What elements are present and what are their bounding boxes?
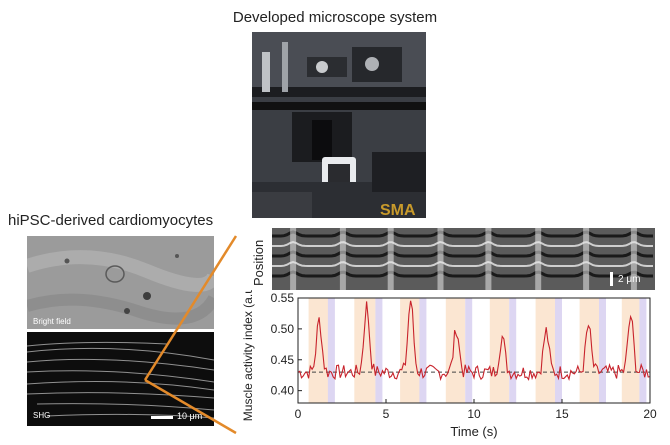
shaded-band-1 bbox=[327, 298, 335, 403]
shaded-band-9 bbox=[509, 298, 517, 403]
shaded-band-3 bbox=[375, 298, 383, 403]
kymograph-contraction-5 bbox=[535, 228, 542, 290]
shaded-band-7 bbox=[465, 298, 473, 403]
x-tick-label-3: 15 bbox=[555, 407, 569, 421]
activity-trace bbox=[297, 300, 651, 382]
microscope-title: Developed microscope system bbox=[232, 9, 438, 26]
bright-field-image: Bright field bbox=[27, 236, 214, 329]
shg-label: SHG bbox=[33, 411, 51, 420]
shaded-band-4 bbox=[400, 298, 420, 403]
shaded-band-8 bbox=[489, 298, 510, 403]
kymograph-image: 2 μm bbox=[272, 228, 655, 290]
x-tick-label-2: 10 bbox=[467, 407, 481, 421]
kymograph-contraction-7 bbox=[630, 228, 637, 290]
axis-ticks: 0 5 10 15 20 0.40 0.45 0.50 0.55 bbox=[271, 291, 657, 421]
x-axis-label: Time (s) bbox=[450, 424, 497, 439]
position-axis-label: Position bbox=[251, 240, 266, 286]
shaded-band-13 bbox=[599, 298, 606, 403]
shaded-band-10 bbox=[535, 298, 555, 403]
microscope-photo: SMA bbox=[252, 32, 426, 218]
shaded-band-5 bbox=[419, 298, 427, 403]
kymograph-contraction-0 bbox=[290, 228, 297, 290]
x-tick-label-1: 5 bbox=[383, 407, 390, 421]
x-tick-label-0: 0 bbox=[295, 407, 302, 421]
connector-line-upper bbox=[143, 235, 238, 381]
shaded-band-2 bbox=[354, 298, 376, 403]
kymograph-contraction-3 bbox=[437, 228, 444, 290]
shaded-bands bbox=[308, 298, 647, 403]
shaded-band-0 bbox=[308, 298, 328, 403]
y-tick-label-3: 0.55 bbox=[271, 291, 295, 305]
muscle-activity-chart: 0 5 10 15 20 0.40 0.45 0.50 0.55 Muscle activity… bbox=[238, 280, 668, 440]
shaded-band-6 bbox=[445, 298, 466, 403]
y-tick-label-0: 0.40 bbox=[271, 384, 295, 398]
brand-text: SMA bbox=[380, 202, 416, 218]
shaded-band-11 bbox=[555, 298, 562, 403]
shaded-band-12 bbox=[579, 298, 599, 403]
kymograph-contraction-6 bbox=[583, 228, 590, 290]
shaded-band-14 bbox=[621, 298, 640, 403]
kymograph-contraction-2 bbox=[387, 228, 394, 290]
shaded-band-15 bbox=[639, 298, 647, 403]
y-tick-label-2: 0.50 bbox=[271, 322, 295, 336]
kymograph-contraction-4 bbox=[485, 228, 492, 290]
kymograph-contraction-1 bbox=[339, 228, 346, 290]
x-tick-label-4: 20 bbox=[643, 407, 657, 421]
position-axis-label-wrap: Position bbox=[247, 228, 269, 290]
bright-field-label: Bright field bbox=[33, 317, 71, 326]
connector-line-lower bbox=[144, 378, 237, 435]
kymograph-scale-bar bbox=[610, 272, 613, 286]
y-axis-label: Muscle activity index (a.u.) bbox=[241, 290, 255, 421]
cells-title: hiPSC-derived cardiomyocytes bbox=[8, 212, 214, 229]
kymograph-scale-bar-label: 2 μm bbox=[618, 274, 641, 285]
y-tick-label-1: 0.45 bbox=[271, 353, 295, 367]
shg-image: SHG 10 μm bbox=[27, 332, 214, 426]
shg-scale-bar-label: 10 μm bbox=[177, 411, 203, 421]
